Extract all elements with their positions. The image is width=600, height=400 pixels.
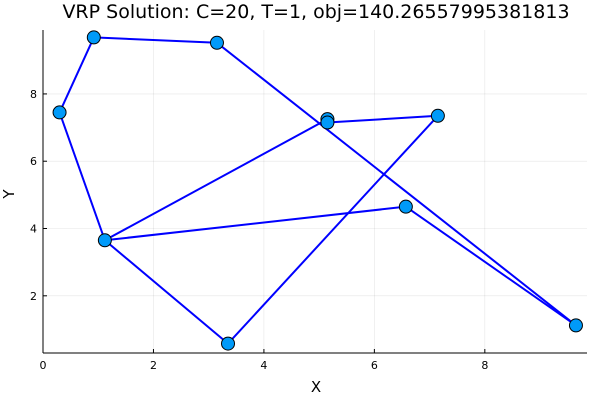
- customer-node: [430, 108, 445, 123]
- route-segment: [58, 112, 106, 241]
- y-axis-label: Y: [0, 189, 18, 200]
- route-segment: [104, 205, 406, 242]
- x-tick-label: 6: [371, 359, 378, 372]
- customer-node: [568, 318, 583, 333]
- x-tick-label: 8: [481, 359, 488, 372]
- customer-node: [52, 105, 67, 120]
- y-tick-label: 8: [30, 88, 37, 101]
- route-segment: [104, 118, 328, 242]
- x-tick-label: 4: [260, 359, 267, 372]
- x-axis-label: X: [311, 378, 321, 396]
- route-segment: [227, 115, 439, 345]
- ticks: 0 2 4 6 8 2 4 6 8: [30, 88, 488, 372]
- route-segment: [58, 36, 95, 113]
- y-tick-label: 4: [30, 223, 37, 236]
- route-segments: [58, 36, 577, 345]
- customer-node: [398, 199, 413, 214]
- grid: [43, 30, 587, 353]
- route-segment: [216, 41, 577, 327]
- route-segment: [405, 205, 577, 327]
- axes: [42, 30, 587, 354]
- customer-node: [97, 233, 112, 248]
- y-tick-label: 2: [30, 290, 37, 303]
- route-segment: [327, 114, 438, 124]
- customer-nodes: [52, 30, 583, 351]
- x-tick-label: 2: [150, 359, 157, 372]
- route-segment: [93, 36, 218, 44]
- customer-node: [209, 35, 224, 50]
- x-tick-label: 0: [40, 359, 47, 372]
- route-segment: [104, 239, 229, 345]
- chart-title: VRP Solution: C=20, T=1, obj=140.2655799…: [62, 1, 569, 23]
- customer-node: [221, 336, 236, 351]
- customer-node: [320, 115, 335, 130]
- y-tick-label: 6: [30, 155, 37, 168]
- customer-node: [86, 30, 101, 45]
